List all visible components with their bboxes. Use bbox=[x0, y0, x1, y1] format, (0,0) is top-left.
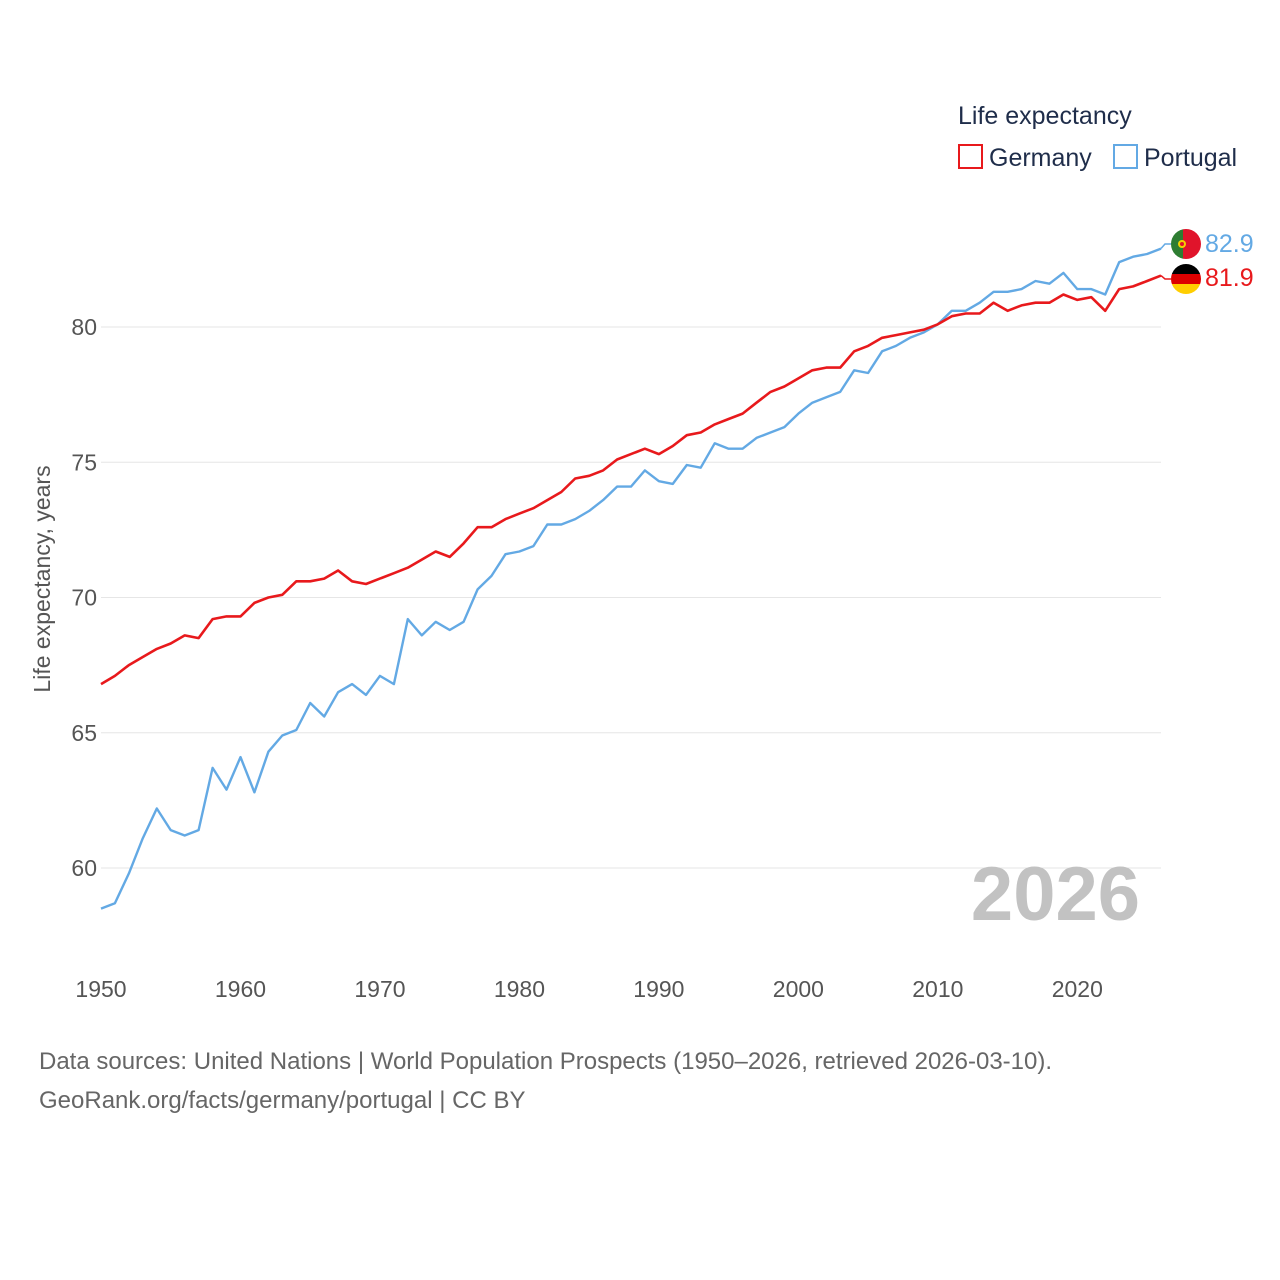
end-connector-portugal bbox=[1160, 243, 1171, 250]
x-tick-label-1970: 1970 bbox=[354, 976, 405, 1002]
legend-label-portugal: Portugal bbox=[1144, 144, 1237, 172]
end-connector-germany bbox=[1160, 275, 1171, 280]
x-tick-label-1980: 1980 bbox=[494, 976, 545, 1002]
y-tick-label-80: 80 bbox=[71, 314, 97, 340]
end-label-germany: 81.9 bbox=[1205, 264, 1254, 292]
end-label-portugal: 82.9 bbox=[1205, 230, 1254, 258]
x-tick-label-1990: 1990 bbox=[633, 976, 684, 1002]
gridlines bbox=[101, 326, 1161, 869]
legend-swatch-portugal bbox=[1113, 144, 1138, 169]
footer: Data sources: United Nations | World Pop… bbox=[39, 1042, 1239, 1120]
year-watermark: 2026 bbox=[971, 852, 1140, 937]
x-tick-label-2000: 2000 bbox=[773, 976, 824, 1002]
legend-label-germany: Germany bbox=[989, 144, 1092, 172]
y-tick-label-70: 70 bbox=[71, 585, 97, 611]
y-axis-ticks: 60 65 70 75 80 bbox=[71, 314, 97, 881]
series-lines bbox=[100, 247, 1162, 910]
x-tick-label-2010: 2010 bbox=[912, 976, 963, 1002]
attribution-text: GeoRank.org/facts/germany/portugal | CC … bbox=[39, 1087, 526, 1114]
series-line-portugal bbox=[100, 247, 1162, 910]
y-tick-label-65: 65 bbox=[71, 720, 97, 746]
series-line-germany bbox=[100, 274, 1162, 686]
legend-swatch-germany bbox=[958, 144, 983, 169]
legend: Life expectancy Germany Portugal bbox=[958, 102, 1237, 172]
germany-flag bbox=[1171, 264, 1201, 294]
y-tick-label-60: 60 bbox=[71, 855, 97, 881]
legend-item-portugal[interactable]: Portugal bbox=[1113, 144, 1237, 172]
y-axis-title: Life expectancy, years bbox=[29, 465, 55, 692]
legend-title: Life expectancy bbox=[958, 102, 1132, 130]
end-markers: 82.9 81.9 bbox=[1160, 229, 1254, 294]
portugal-flag bbox=[1171, 229, 1201, 259]
x-tick-label-1950: 1950 bbox=[75, 976, 126, 1002]
y-tick-label-75: 75 bbox=[71, 449, 97, 475]
legend-item-germany[interactable]: Germany bbox=[958, 144, 1092, 172]
x-axis-ticks: 1950 1960 1970 1980 1990 2000 2010 2020 bbox=[75, 976, 1102, 1002]
x-tick-label-2020: 2020 bbox=[1052, 976, 1103, 1002]
data-sources-text: Data sources: United Nations | World Pop… bbox=[39, 1048, 1053, 1075]
x-tick-label-1960: 1960 bbox=[215, 976, 266, 1002]
